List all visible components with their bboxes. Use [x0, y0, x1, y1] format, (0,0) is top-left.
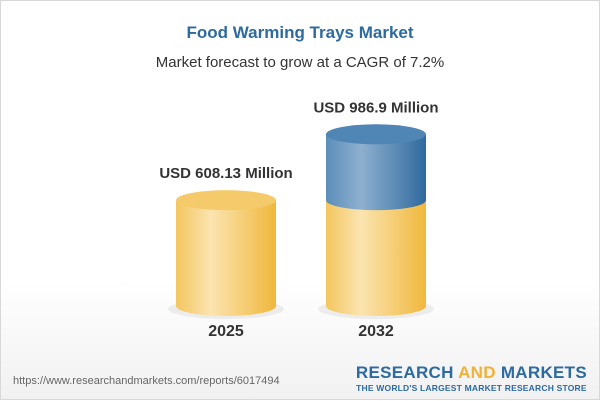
cylinder-body-base — [326, 200, 426, 316]
research-and-markets-logo: RESEARCH AND MARKETS THE WORLD'S LARGEST… — [355, 363, 587, 393]
data-label: USD 608.13 Million — [159, 165, 292, 182]
cylinder-top — [176, 190, 276, 211]
chart-title: Food Warming Trays Market — [186, 23, 414, 42]
cylinder-top — [326, 124, 426, 145]
source-url[interactable]: https://www.researchandmarkets.com/repor… — [13, 375, 280, 387]
cylinder-body-base — [176, 200, 276, 316]
category-label: 2032 — [358, 323, 394, 340]
data-label: USD 986.9 Million — [313, 99, 438, 116]
chart-subtitle: Market forecast to grow at a CAGR of 7.2… — [155, 54, 445, 71]
cylinder-body-growth — [326, 134, 426, 211]
category-label: 2025 — [208, 323, 244, 340]
